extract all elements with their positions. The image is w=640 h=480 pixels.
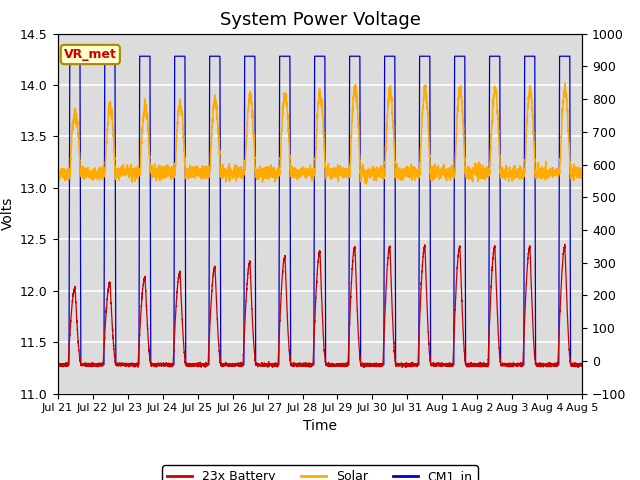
Y-axis label: Volts: Volts	[1, 197, 15, 230]
Legend: 23x Battery, Solar, CM1_in: 23x Battery, Solar, CM1_in	[163, 465, 477, 480]
Title: System Power Voltage: System Power Voltage	[220, 11, 420, 29]
X-axis label: Time: Time	[303, 419, 337, 433]
Text: VR_met: VR_met	[64, 48, 116, 61]
